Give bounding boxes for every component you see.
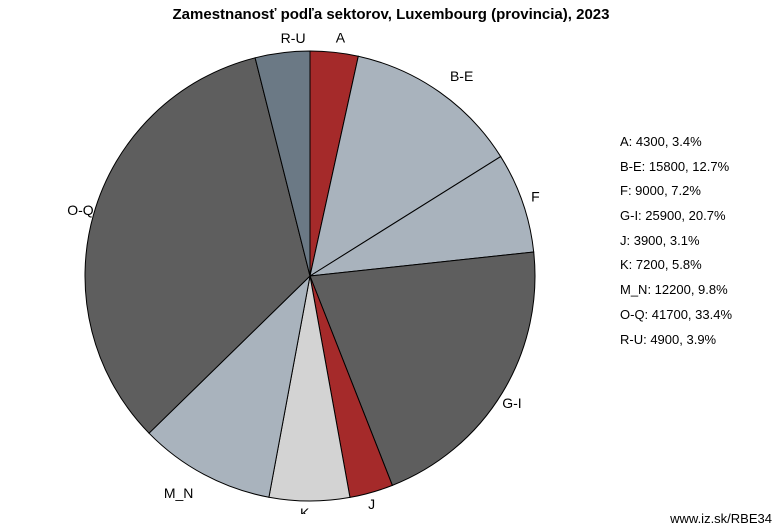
legend-item: K: 7200, 5.8% bbox=[620, 253, 780, 278]
source-link: www.iz.sk/RBE34 bbox=[670, 511, 772, 526]
slice-label: M_N bbox=[164, 485, 194, 501]
legend-item: B-E: 15800, 12.7% bbox=[620, 155, 780, 180]
pie-svg: A B-E F G-I J K M_N O-Q R-U bbox=[0, 24, 620, 514]
pie-chart: A B-E F G-I J K M_N O-Q R-U bbox=[0, 24, 620, 514]
page-title: Zamestnanosť podľa sektorov, Luxembourg … bbox=[0, 6, 782, 23]
slice-label: J bbox=[368, 496, 375, 512]
slice-label: R-U bbox=[281, 30, 306, 46]
legend-item: O-Q: 41700, 33.4% bbox=[620, 303, 780, 328]
legend-item: J: 3900, 3.1% bbox=[620, 229, 780, 254]
slice-label: B-E bbox=[450, 68, 473, 84]
slice-label: A bbox=[336, 30, 346, 46]
legend-item: G-I: 25900, 20.7% bbox=[620, 204, 780, 229]
slice-label: F bbox=[531, 189, 540, 205]
legend-item: R-U: 4900, 3.9% bbox=[620, 328, 780, 353]
slice-label: K bbox=[300, 505, 310, 514]
legend-item: A: 4300, 3.4% bbox=[620, 130, 780, 155]
slice-label: G-I bbox=[502, 395, 521, 411]
slice-label: O-Q bbox=[67, 202, 94, 218]
legend-item: M_N: 12200, 9.8% bbox=[620, 278, 780, 303]
legend-item: F: 9000, 7.2% bbox=[620, 179, 780, 204]
legend: A: 4300, 3.4%B-E: 15800, 12.7%F: 9000, 7… bbox=[620, 130, 780, 352]
